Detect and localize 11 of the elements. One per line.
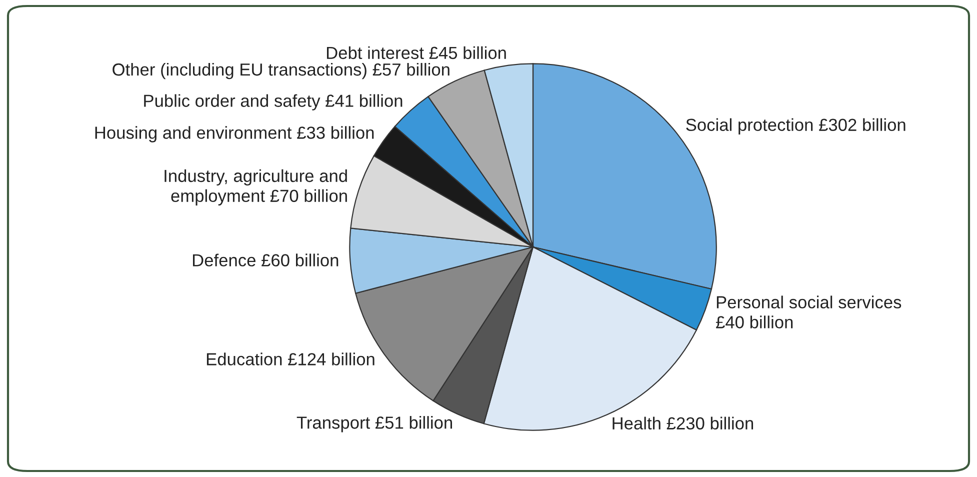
slice-label: Other (including EU transactions) £57 billion — [112, 62, 450, 80]
slice-label: Defence £60 billion — [192, 254, 338, 266]
slice-label: Debt interest £45 billion — [326, 46, 506, 60]
slice-label: Industry, agriculture and employment £70 billion — [164, 169, 347, 206]
slice-label: Public order and safety £41 billion — [144, 94, 402, 110]
slice-label: Transport £51 billion — [296, 416, 452, 432]
slice-label: Personal social services £40 billion — [716, 296, 902, 328]
slice-label: Social protection £302 billion — [686, 118, 906, 134]
slice-label: Housing and environment £33 billion — [95, 126, 374, 142]
slice-label: Health £230 billion — [612, 416, 754, 430]
slice-label: Education £124 billion — [206, 352, 374, 366]
